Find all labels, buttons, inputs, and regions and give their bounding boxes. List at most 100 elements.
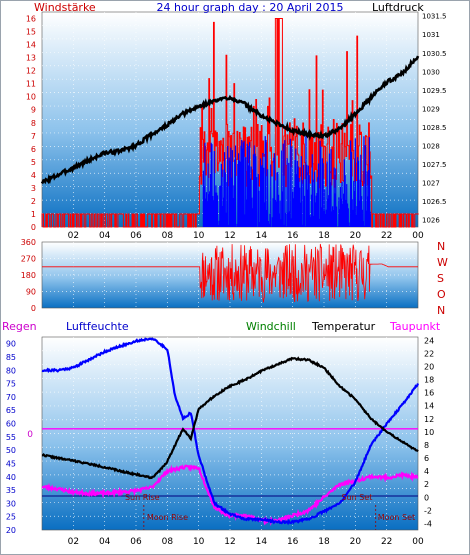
x-tick-label: 12 xyxy=(224,231,235,241)
x-tick-label: 04 xyxy=(99,231,111,241)
temperature-y-tick: 12 xyxy=(424,415,434,424)
temperature-y-tick: 22 xyxy=(424,349,434,358)
temperature-y-tick: 20 xyxy=(424,362,434,371)
temperature-y-tick: 6 xyxy=(424,454,429,463)
compass-label: O xyxy=(437,288,446,301)
direction-y-tick: 0 xyxy=(31,304,36,313)
humidity-y-tick: 25 xyxy=(6,513,16,522)
temperature-y-tick: 14 xyxy=(424,402,434,411)
temperature-y-tick: -4 xyxy=(424,519,432,528)
pressure-line xyxy=(40,55,420,185)
humidity-y-tick: 65 xyxy=(6,406,16,415)
humidity-y-tick: 90 xyxy=(6,340,16,349)
temperature-y-tick: 0 xyxy=(424,493,429,502)
humidity-line xyxy=(41,337,420,526)
panel1-x-axis: 02 04 06 08 10 12 14 16 18 20 22 00 xyxy=(68,231,424,241)
wind-y-tick: 12 xyxy=(26,67,36,76)
humidity-y-tick: 80 xyxy=(6,366,16,375)
x-tick-label: 18 xyxy=(318,231,330,241)
humidity-y-tick: 40 xyxy=(6,473,16,482)
compass-label: S xyxy=(437,272,444,285)
wind-y-tick: 7 xyxy=(31,132,36,141)
x-tick-label: 14 xyxy=(256,231,268,241)
humidity-y-tick: 85 xyxy=(6,353,16,362)
temperature-y-tick: 8 xyxy=(424,441,429,450)
compass-label: N xyxy=(437,240,445,253)
wind-y-tick: 15 xyxy=(26,28,36,37)
x-tick-label: 16 xyxy=(287,537,299,547)
wind-y-tick: 0 xyxy=(31,223,36,232)
humidity-y-tick: 60 xyxy=(6,420,16,429)
wind-speed-label: Windstärke xyxy=(34,1,96,14)
wind-y-tick: 2 xyxy=(31,197,36,206)
wind-direction-line xyxy=(42,243,418,303)
temperature-y-tick: 10 xyxy=(424,428,434,437)
temperature-y-tick: -2 xyxy=(424,506,432,515)
rain-zero-label: 0 xyxy=(27,430,33,440)
x-tick-label: 18 xyxy=(318,537,330,547)
x-tick-label: 06 xyxy=(130,537,142,547)
temperature-y-tick: 2 xyxy=(424,480,429,489)
humidity-y-tick: 50 xyxy=(6,446,16,455)
humidity-y-tick: 70 xyxy=(6,393,16,402)
pressure-y-tick: 1028.5 xyxy=(422,124,447,132)
wind-y-tick: 3 xyxy=(31,184,36,193)
windchill-label: Windchill xyxy=(246,320,296,333)
wind-y-tick: 16 xyxy=(26,15,36,24)
x-tick-label: 02 xyxy=(68,537,79,547)
x-tick-label: 06 xyxy=(130,231,142,241)
humidity-y-tick: 55 xyxy=(6,433,16,442)
humidity-label: Luftfeuchte xyxy=(66,320,129,333)
pressure-y-tick: 1031.5 xyxy=(422,13,447,21)
humidity-y-tick: 20 xyxy=(6,526,16,535)
sun-set-label: Sun Set xyxy=(341,493,372,502)
wind-y-tick: 11 xyxy=(26,80,36,89)
x-tick-label: 20 xyxy=(350,537,362,547)
panel2-left-axis: 360 270 180 90 0 xyxy=(21,238,36,313)
x-tick-label: 22 xyxy=(381,231,392,241)
pressure-y-tick: 1031 xyxy=(422,31,440,39)
pressure-label: Luftdruck xyxy=(372,1,424,14)
wind-y-tick: 9 xyxy=(31,106,36,115)
temperature-y-tick: 24 xyxy=(424,336,434,345)
pressure-y-tick: 1029 xyxy=(422,105,440,113)
x-tick-label: 14 xyxy=(256,537,268,547)
wind-y-tick: 13 xyxy=(26,54,36,63)
x-tick-label: 10 xyxy=(193,537,205,547)
panel3-x-axis: 02 04 06 08 10 12 14 16 18 20 22 00 xyxy=(68,537,424,547)
humidity-y-tick: 35 xyxy=(6,486,16,495)
humidity-y-tick: 30 xyxy=(6,499,16,508)
pressure-y-tick: 1029.5 xyxy=(422,87,447,95)
wind-y-tick: 5 xyxy=(31,158,36,167)
wind-y-tick: 14 xyxy=(26,41,36,50)
sun-rise-label: Sun Rise xyxy=(125,493,160,502)
graph-title: 24 hour graph day : 20 April 2015 xyxy=(157,1,344,14)
pressure-y-tick: 1027 xyxy=(422,180,440,188)
x-tick-label: 22 xyxy=(381,537,392,547)
x-tick-label: 04 xyxy=(99,537,111,547)
x-tick-label: 00 xyxy=(412,231,424,241)
wind-y-tick: 10 xyxy=(26,93,36,102)
x-tick-label: 12 xyxy=(224,537,235,547)
wind-gust-series xyxy=(202,135,371,227)
wind-y-tick: 4 xyxy=(31,171,36,180)
moon-set-label: Moon Set xyxy=(378,513,415,522)
rain-label: Regen xyxy=(2,320,37,333)
pressure-y-tick: 1030 xyxy=(422,68,440,76)
x-tick-label: 00 xyxy=(412,537,424,547)
direction-y-tick: 360 xyxy=(21,238,36,247)
compass-label: W xyxy=(437,256,448,269)
direction-y-tick: 270 xyxy=(21,255,36,264)
direction-y-tick: 90 xyxy=(26,288,36,297)
x-tick-label: 08 xyxy=(162,537,174,547)
wind-y-tick: 1 xyxy=(31,210,36,219)
pressure-y-tick: 1028 xyxy=(422,142,440,150)
temperature-y-tick: 18 xyxy=(424,376,434,385)
